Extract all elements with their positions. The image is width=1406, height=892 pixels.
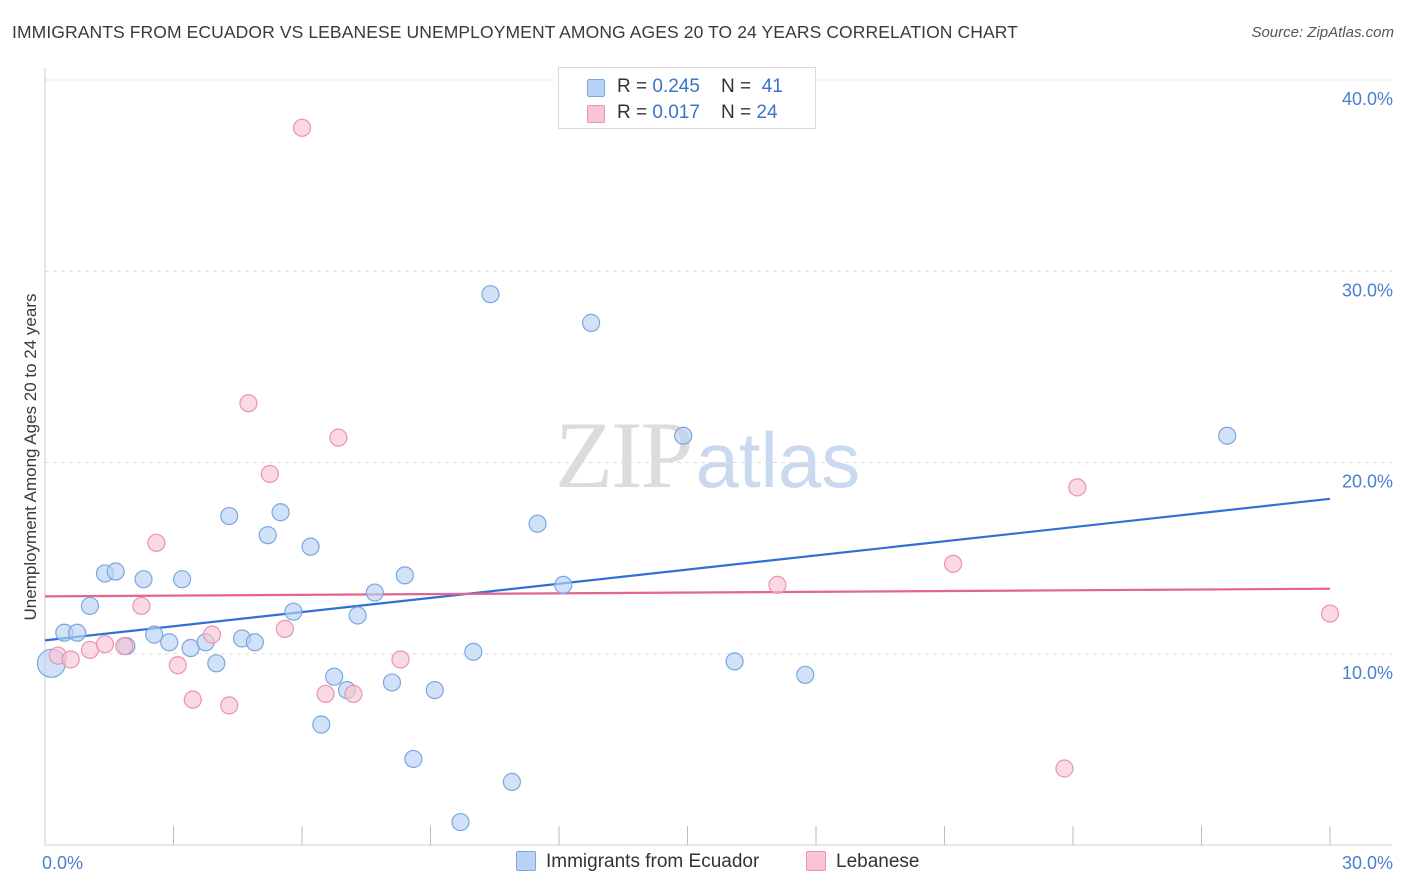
point-ecuador — [451, 812, 470, 832]
point-ecuador — [425, 680, 444, 700]
point-ecuador — [674, 426, 693, 445]
point-ecuador — [80, 596, 100, 616]
y-tick-label: 20.0% — [1342, 472, 1393, 492]
x-tick-label: 30.0% — [1342, 853, 1393, 873]
bottom-legend-swatch-ecuador — [516, 851, 536, 871]
point-lebanese — [168, 656, 187, 675]
point-ecuador — [796, 665, 815, 684]
point-ecuador — [284, 602, 303, 621]
point-lebanese — [183, 690, 202, 709]
legend-swatch-ecuador — [587, 79, 605, 97]
point-ecuador — [312, 715, 331, 734]
point-lebanese — [1320, 604, 1340, 623]
point-lebanese — [260, 464, 279, 484]
trend-line-ecuador — [44, 497, 1331, 642]
legend-swatch-lebanese — [587, 105, 605, 123]
bottom-legend-swatch-lebanese — [806, 851, 826, 871]
point-lebanese — [220, 696, 239, 715]
legend-r-value: 0.017 — [652, 102, 700, 123]
tick-labels: 10.0% 20.0% 30.0% 40.0% 0.0% 30.0% — [42, 89, 1393, 873]
y-tick-label: 30.0% — [1342, 280, 1393, 300]
point-lebanese — [316, 684, 335, 704]
point-ecuador — [145, 625, 164, 644]
point-ecuador — [325, 667, 344, 686]
watermark-zip: ZIP — [555, 402, 693, 508]
point-ecuador — [365, 583, 384, 602]
bottom-legend-label-ecuador: Immigrants from Ecuador — [546, 851, 760, 872]
legend-n-value: 24 — [756, 102, 778, 123]
legend-r-label: R = — [617, 76, 653, 97]
point-ecuador — [271, 503, 290, 522]
point-ecuador — [172, 570, 192, 589]
trend-line-lebanese — [44, 587, 1331, 598]
point-lebanese — [61, 650, 80, 669]
point-lebanese — [329, 428, 348, 447]
x-tick-label: 0.0% — [42, 853, 83, 873]
point-ecuador — [348, 606, 367, 625]
point-ecuador — [382, 673, 402, 692]
correlation-legend: R = 0.245 N = 41 R = 0.017 N = 24 — [558, 67, 816, 129]
legend-n-label: N = — [721, 76, 757, 97]
point-ecuador — [68, 623, 87, 642]
legend-n-label: N = — [721, 102, 757, 123]
chart-title: IMMIGRANTS FROM ECUADOR VS LEBANESE UNEM… — [12, 22, 1018, 42]
point-lebanese — [115, 636, 134, 656]
data-points — [36, 118, 1340, 832]
point-lebanese — [147, 533, 166, 552]
point-lebanese — [943, 554, 963, 573]
axes — [44, 68, 1392, 846]
point-ecuador — [1218, 426, 1237, 445]
trend-lines — [44, 497, 1331, 642]
point-lebanese — [95, 635, 115, 654]
point-ecuador — [258, 526, 277, 545]
point-lebanese — [202, 625, 222, 644]
point-ecuador — [245, 633, 264, 652]
legend-n-value: 41 — [761, 76, 783, 97]
source-label: Source: ZipAtlas.com — [1251, 24, 1394, 41]
point-lebanese — [391, 650, 410, 669]
point-ecuador — [582, 313, 601, 332]
bottom-legend-label-lebanese: Lebanese — [836, 851, 920, 872]
point-ecuador — [464, 642, 483, 661]
watermark: ZIPatlas — [555, 400, 860, 510]
bottom-legend-lebanese: Lebanese — [806, 851, 919, 873]
legend-r-value: 0.245 — [652, 76, 700, 97]
point-ecuador — [502, 772, 521, 791]
point-lebanese — [132, 596, 151, 616]
point-ecuador — [528, 514, 547, 533]
point-lebanese — [768, 575, 787, 595]
point-ecuador — [301, 537, 320, 556]
point-lebanese — [275, 619, 294, 638]
point-ecuador — [404, 749, 423, 769]
point-ecuador — [554, 575, 573, 595]
point-ecuador — [134, 570, 153, 589]
point-ecuador — [220, 506, 239, 526]
point-lebanese — [292, 118, 312, 137]
point-lebanese — [1068, 478, 1087, 497]
point-ecuador — [160, 633, 179, 652]
point-lebanese — [1055, 759, 1074, 778]
point-ecuador — [395, 566, 414, 585]
y-axis-label: Unemployment Among Ages 20 to 24 years — [21, 294, 40, 621]
point-ecuador — [725, 652, 744, 671]
y-tick-label: 40.0% — [1342, 89, 1393, 109]
bottom-legend-ecuador: Immigrants from Ecuador — [516, 851, 759, 873]
point-lebanese — [239, 394, 258, 413]
legend-r-label: R = — [617, 102, 653, 123]
point-ecuador — [106, 562, 125, 581]
watermark-atlas: atlas — [695, 416, 861, 504]
gridlines — [45, 79, 1392, 655]
y-tick-label: 10.0% — [1342, 663, 1393, 683]
point-ecuador — [481, 285, 500, 304]
point-ecuador — [207, 654, 226, 673]
point-lebanese — [344, 684, 363, 704]
